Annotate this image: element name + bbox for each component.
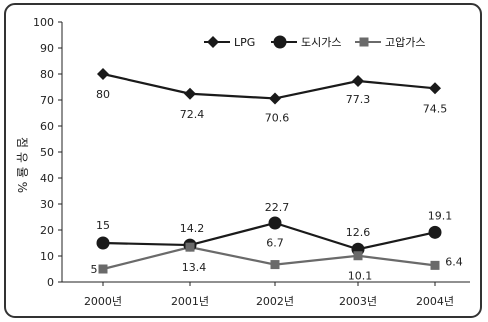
data-label-series-0-point-0: 80: [96, 88, 110, 101]
marker-diamond-series-0-point-3: [352, 75, 364, 88]
y-tick-label: 80: [40, 68, 54, 81]
legend: LPG 도시가스 고압가스: [204, 35, 425, 49]
y-tick-label: 0: [47, 276, 54, 289]
data-label-series-2-point-3: 10.1: [348, 270, 373, 283]
x-tick-label: 2002년: [256, 295, 294, 308]
marker-square-series-2-point-0: [98, 264, 108, 274]
marker-diamond-series-legend-0-point-0: [207, 36, 219, 48]
y-tick-label: 100: [33, 16, 54, 29]
y-tick-label: 20: [40, 224, 54, 237]
legend-label-1: 도시가스: [301, 36, 341, 49]
marker-diamond-series-0-point-2: [269, 92, 281, 105]
legend-label-2: 고압가스: [385, 36, 425, 49]
y-tick-label: 70: [40, 94, 54, 107]
marker-square-series-2-point-2: [270, 260, 280, 270]
marker-diamond-series-0-point-4: [429, 82, 441, 95]
series-markers: [96, 68, 442, 274]
y-tick-label: 40: [40, 172, 54, 185]
data-label-series-1-point-4: 19.1: [428, 209, 453, 222]
axes: 0 10 20 30 40 50 60 70 80 90 100 2000년 2001년 2002년 200…: [33, 16, 470, 308]
data-label-series-0-point-3: 77.3: [346, 93, 371, 106]
marker-circle-series-1-point-2: [268, 216, 282, 230]
legend-item-0: LPG: [204, 36, 255, 49]
y-tick-label: 60: [40, 120, 54, 133]
marker-diamond-series-0-point-1: [184, 87, 196, 100]
data-label-series-2-point-2: 6.7: [266, 237, 284, 250]
data-label-series-2-point-4: 6.4: [445, 255, 463, 268]
data-label-series-1-point-0: 15: [96, 219, 110, 232]
legend-item-2: 고압가스: [355, 36, 425, 49]
data-label-series-0-point-2: 70.6: [265, 111, 290, 124]
x-tick-label: 2004년: [416, 295, 454, 308]
data-label-series-0-point-4: 74.5: [423, 102, 448, 115]
y-tick-label: 90: [40, 42, 54, 55]
x-tick-label: 2000년: [84, 295, 122, 308]
legend-item-1: 도시가스: [271, 35, 341, 49]
marker-circle-series-legend-1-point-0: [273, 35, 287, 49]
x-tick-label: 2001년: [171, 295, 209, 308]
marker-diamond-series-0-point-0: [97, 68, 109, 80]
data-label-series-1-point-2: 22.7: [265, 201, 290, 214]
y-axis-title: 점 유 율 %: [15, 137, 29, 193]
data-label-series-1-point-1: 14.2: [180, 222, 205, 235]
marker-square-series-2-point-1: [185, 242, 195, 252]
marker-circle-series-1-point-4: [428, 225, 442, 239]
y-tick-label: 50: [40, 146, 54, 159]
marker-square-series-2-point-3: [353, 251, 363, 261]
y-tick-label: 30: [40, 198, 54, 211]
chart-frame: [4, 3, 482, 318]
x-tick-label: 2003년: [339, 295, 377, 308]
marker-circle-series-1-point-0: [96, 236, 110, 250]
marker-square-series-legend-2-point-0: [359, 37, 369, 47]
data-label-series-0-point-1: 72.4: [180, 108, 205, 121]
data-label-series-2-point-1: 13.4: [182, 261, 207, 274]
data-label-series-2-point-0: 5: [91, 263, 98, 276]
y-tick-label: 10: [40, 250, 54, 263]
marker-square-series-2-point-4: [430, 260, 440, 270]
data-label-series-1-point-3: 12.6: [346, 226, 371, 239]
data-labels: 80 72.4 70.6 77.3 74.5 15 14.2 22.7 12.6 19.1 5 13.…: [91, 88, 463, 283]
legend-label-0: LPG: [234, 36, 255, 49]
